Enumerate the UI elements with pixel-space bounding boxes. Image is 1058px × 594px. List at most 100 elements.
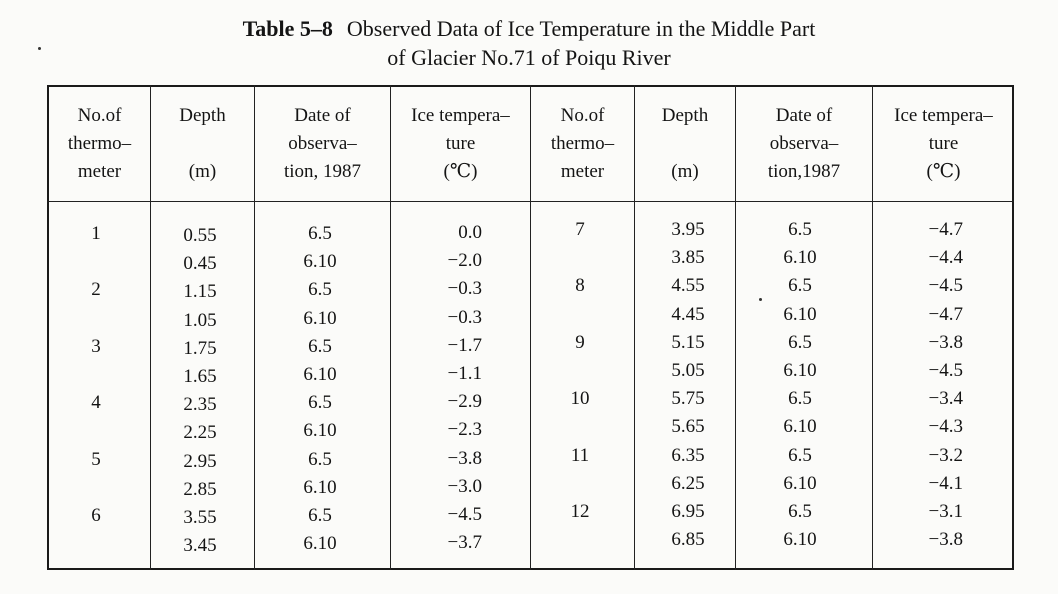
- depth-value: 1.15: [183, 281, 217, 303]
- column-header-line: Depth: [179, 105, 226, 126]
- ice-temperature-value: −4.5: [447, 504, 482, 525]
- title-text-1: Observed Data of Ice Temperature in the …: [346, 16, 816, 41]
- column-header-line: meter: [77, 161, 122, 182]
- ice-temperature-value: −3.8: [928, 331, 963, 353]
- column-header-line: meter: [560, 161, 605, 182]
- column-header-line: thermo–: [550, 133, 615, 154]
- date-value: 6.10: [783, 360, 817, 381]
- column-header: No.of thermo– meter: [49, 102, 150, 186]
- column-header-line: No.of: [560, 105, 605, 126]
- ice-temperature-value: −4.7: [928, 303, 963, 325]
- depth-value: 5.75: [671, 388, 705, 410]
- thermometer-number: 5: [91, 448, 101, 470]
- column-header-line: (℃): [926, 161, 961, 182]
- column-header-line: tion, 1987: [283, 161, 362, 182]
- column-header-line: Date of: [775, 105, 833, 126]
- column-divider: [872, 85, 873, 570]
- column-header-line: tion,1987: [767, 161, 841, 182]
- thermometer-number: 3: [91, 335, 101, 357]
- column-divider: [150, 85, 151, 570]
- ice-temperature-value: −2.9: [447, 391, 482, 413]
- date-value: 6.5: [788, 388, 812, 410]
- speck: [38, 47, 41, 50]
- thermometer-number: 11: [570, 444, 590, 466]
- ice-temperature-value: −4.5: [928, 360, 963, 381]
- date-value: 6.5: [308, 279, 332, 301]
- depth-value: 5.05: [671, 360, 705, 381]
- depth-value: 3.95: [671, 219, 705, 240]
- title-line-2: of Glacier No.71 of Poiqu River: [387, 45, 671, 70]
- date-value: 6.10: [783, 247, 817, 269]
- date-value: 6.10: [303, 476, 337, 498]
- ice-temperature-value: −2.0: [447, 250, 482, 272]
- depth-value: 2.95: [183, 450, 217, 472]
- depth-value: 4.55: [671, 275, 705, 297]
- date-value: 6.5: [308, 392, 332, 414]
- depth-value: 3.85: [671, 247, 705, 269]
- column-header-line: thermo–: [67, 133, 132, 154]
- date-value: 6.10: [783, 416, 817, 438]
- date-value: 6.10: [303, 307, 337, 329]
- depth-value: 6.25: [671, 472, 705, 494]
- thermometer-number: 9: [575, 331, 585, 353]
- title-line-1: Table 5–8 Observed Data of Ice Temperatur…: [0, 14, 1058, 43]
- ice-temperature-value: −4.7: [928, 219, 963, 240]
- column-divider: [390, 85, 391, 570]
- ice-temperature-value: −1.1: [447, 363, 482, 384]
- date-value: 6.5: [788, 331, 812, 353]
- column-header-line: Date of: [294, 105, 351, 126]
- ice-temperature-value: 0.0: [458, 222, 482, 243]
- thermometer-number: 6: [91, 505, 101, 526]
- column-header-line: No.of: [77, 105, 122, 126]
- ice-temperature-value: −4.3: [928, 416, 963, 438]
- thermometer-number: 8: [575, 275, 585, 297]
- depth-value: 1.05: [183, 309, 217, 331]
- depth-value: 0.45: [183, 253, 217, 275]
- date-value: 6.10: [303, 251, 337, 273]
- ice-temperature-value: −3.8: [447, 447, 482, 469]
- column-header-line: Ice tempera–: [411, 105, 510, 126]
- date-value: 6.10: [783, 529, 817, 551]
- column-header-line: ture: [445, 133, 476, 154]
- speck: [759, 298, 762, 301]
- date-value: 6.5: [788, 501, 812, 522]
- column-header: Ice tempera– ture (℃): [873, 102, 1014, 186]
- date-value: 6.10: [303, 364, 337, 385]
- depth-value: 6.95: [671, 501, 705, 522]
- ice-temperature-value: −3.0: [447, 475, 482, 497]
- column-header-line: [635, 130, 735, 158]
- column-divider: [735, 85, 736, 570]
- column-header: No.of thermo– meter: [531, 102, 634, 186]
- column-divider: [530, 85, 531, 570]
- depth-value: 2.35: [183, 394, 217, 416]
- date-value: 6.5: [308, 505, 332, 526]
- ice-temperature-value: −2.3: [447, 419, 482, 441]
- ice-temperature-value: −0.3: [447, 278, 482, 300]
- depth-value: 5.15: [671, 331, 705, 353]
- depth-value: 6.35: [671, 444, 705, 466]
- ice-temperature-value: −4.4: [928, 247, 963, 269]
- depth-value: 1.65: [183, 366, 217, 387]
- date-value: 6.5: [788, 275, 812, 297]
- ice-temperature-value: −0.3: [447, 306, 482, 328]
- ice-temperature-value: −3.8: [928, 529, 963, 551]
- column-divider: [254, 85, 255, 570]
- date-value: 6.10: [783, 303, 817, 325]
- date-value: 6.5: [788, 219, 812, 240]
- column-header: Date of observa– tion,1987: [736, 102, 872, 186]
- column-header: Depth (m): [151, 102, 254, 186]
- ice-temperature-value: −3.4: [928, 388, 963, 410]
- thermometer-number: 4: [91, 392, 101, 414]
- column-header-line: Depth: [661, 105, 709, 126]
- date-value: 6.10: [303, 420, 337, 442]
- ice-temperature-value: −4.1: [928, 472, 963, 494]
- column-header-line: (m): [671, 161, 699, 182]
- ice-temperature-value: −4.5: [928, 275, 963, 297]
- thermometer-number: 7: [575, 219, 585, 240]
- date-value: 6.5: [308, 223, 332, 244]
- table-title: Table 5–8 Observed Data of Ice Temperatur…: [0, 14, 1058, 72]
- table-number: Table 5–8: [242, 16, 333, 41]
- ice-temperature-value: −3.2: [928, 444, 963, 466]
- column-header-line: (℃): [443, 161, 478, 182]
- thermometer-number: 12: [570, 501, 590, 522]
